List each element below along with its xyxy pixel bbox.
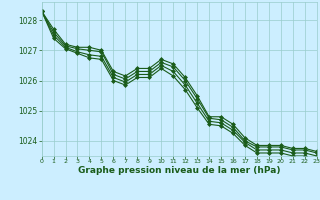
X-axis label: Graphe pression niveau de la mer (hPa): Graphe pression niveau de la mer (hPa) [78, 166, 280, 175]
